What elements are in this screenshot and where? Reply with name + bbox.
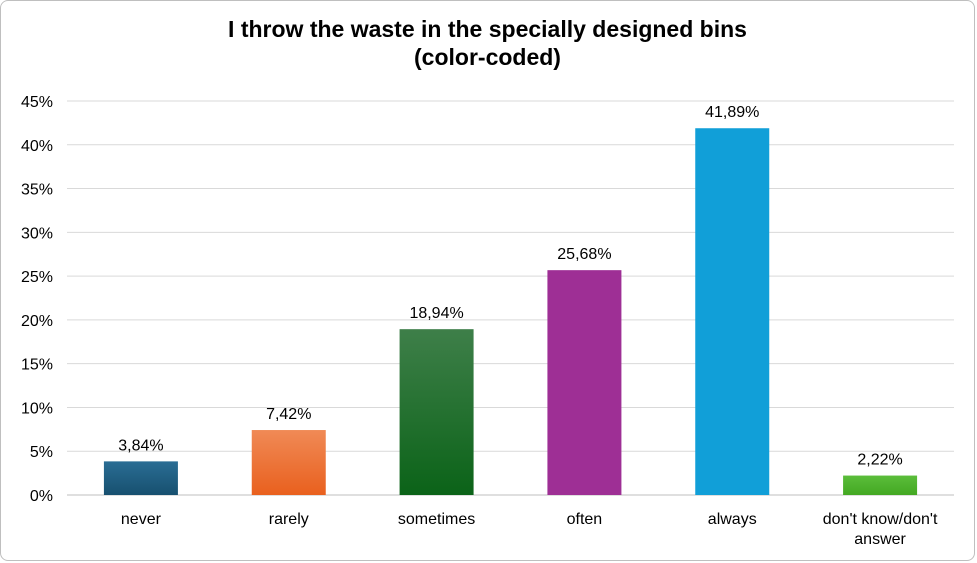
x-category-label: often: [567, 511, 603, 528]
x-category-label: never: [121, 511, 162, 528]
y-tick-label: 35%: [21, 182, 53, 199]
y-tick-label: 10%: [21, 400, 53, 417]
x-category-label: answer: [854, 531, 906, 548]
bars: [103, 128, 918, 495]
x-category-label: always: [708, 511, 757, 528]
bar: [695, 128, 770, 495]
data-label: 3,84%: [118, 437, 163, 454]
x-category-label: don't know/don't: [823, 511, 938, 528]
y-tick-label: 45%: [21, 94, 53, 111]
bar: [103, 461, 178, 495]
y-tick-label: 0%: [30, 488, 53, 505]
x-category-label: rarely: [269, 511, 309, 528]
bar: [399, 329, 474, 495]
y-tick-label: 5%: [30, 444, 53, 461]
y-tick-label: 25%: [21, 269, 53, 286]
y-tick-label: 30%: [21, 225, 53, 242]
y-tick-label: 40%: [21, 138, 53, 155]
data-label: 2,22%: [857, 452, 902, 469]
labels: 0% 5% 10% 15% 20% 25% 30% 35% 40% 45% 3,84% never 7,…: [21, 94, 938, 548]
data-label: 7,42%: [266, 406, 311, 423]
data-label: 18,94%: [409, 305, 463, 322]
y-tick-label: 20%: [21, 313, 53, 330]
bar: [843, 475, 918, 495]
chart-title-line-2: (color-coded): [414, 44, 561, 70]
bar: [251, 430, 326, 495]
gridlines: [67, 100, 954, 496]
data-label: 25,68%: [557, 246, 611, 263]
x-category-label: sometimes: [398, 511, 475, 528]
y-tick-label: 15%: [21, 357, 53, 374]
chart-title: I throw the waste in the specially desig…: [1, 15, 974, 71]
chart-title-line-1: I throw the waste in the specially desig…: [228, 16, 747, 42]
bar: [547, 270, 622, 495]
data-label: 41,89%: [705, 104, 759, 121]
